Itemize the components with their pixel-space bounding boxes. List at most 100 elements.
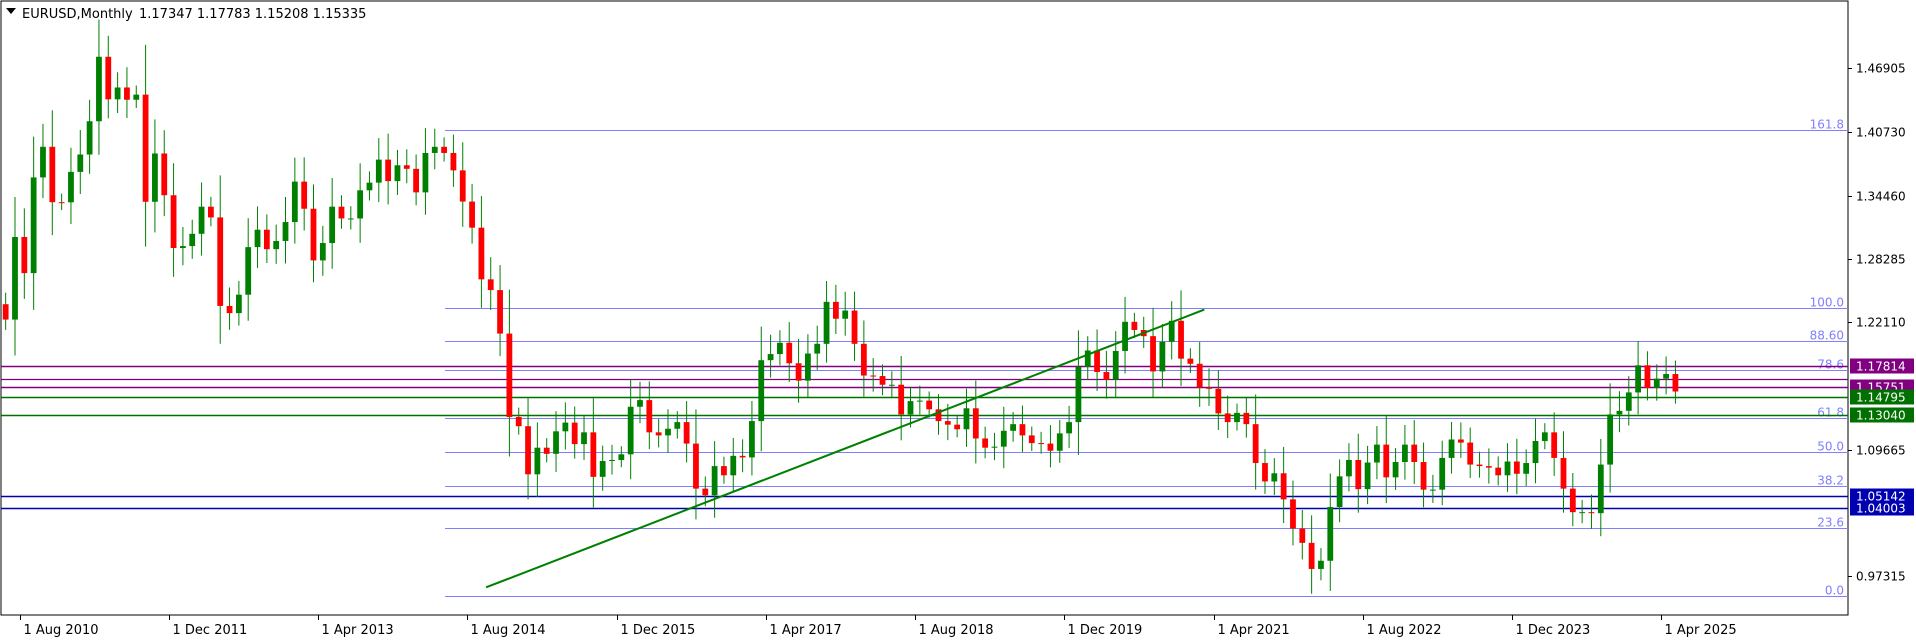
candle-body	[68, 171, 74, 203]
candle-body	[301, 181, 308, 209]
candle-body	[739, 455, 746, 458]
horizontal-levels: 1.178141.157511.147951.130401.051421.040…	[1, 358, 1914, 516]
candle-body	[1541, 432, 1548, 442]
candle-body	[1597, 464, 1604, 514]
candle-body	[1103, 371, 1110, 380]
candle-body	[1271, 473, 1278, 482]
price-tick-label: 1.09665	[1856, 444, 1906, 458]
candle-body	[329, 206, 336, 244]
candle-body	[1523, 463, 1530, 474]
candle-body	[832, 301, 839, 319]
candle-body	[1439, 457, 1446, 490]
time-tick-label: 1 Dec 2023	[1516, 623, 1591, 638]
fib-level-label: 38.2	[1817, 474, 1844, 488]
price-tick-label: 1.40730	[1856, 126, 1906, 140]
candle-body	[1560, 457, 1567, 489]
candle-body	[1262, 463, 1268, 482]
candle-body	[1551, 432, 1558, 458]
candle-body	[1308, 542, 1315, 569]
candle-body	[291, 181, 298, 223]
candle-body	[599, 460, 606, 477]
candle-body	[385, 159, 392, 182]
candle-body	[1532, 441, 1539, 464]
candle-body	[1290, 499, 1296, 529]
level-price-box	[1850, 407, 1914, 423]
fib-level-label: 161.8	[1810, 118, 1844, 132]
candle-body	[1625, 392, 1632, 411]
candle-body	[1178, 320, 1184, 359]
candle-body	[1122, 321, 1128, 351]
candle-body	[683, 422, 690, 444]
candle-body	[963, 408, 970, 430]
candle-body	[310, 208, 317, 261]
symbol-label[interactable]: EURUSD,Monthly	[22, 7, 133, 22]
candle-body	[180, 246, 186, 249]
candle-body	[431, 146, 438, 153]
candle-body	[1075, 366, 1082, 423]
candle-body	[879, 376, 886, 385]
candle-body	[637, 400, 643, 407]
candle-body	[1346, 459, 1352, 477]
candle-body	[170, 195, 177, 249]
candle-body	[161, 153, 168, 196]
candle-body	[1066, 422, 1072, 434]
candle-body	[1327, 507, 1334, 561]
candle-body	[888, 384, 895, 386]
candle-body	[860, 343, 867, 376]
candle-body	[1252, 424, 1259, 464]
candle-body	[1448, 439, 1455, 458]
candle-body	[1206, 387, 1212, 389]
candle-body	[478, 227, 485, 280]
candle-body	[1513, 461, 1520, 474]
candle-body	[1336, 476, 1343, 508]
level-price-label: 1.13040	[1856, 409, 1906, 423]
time-axis: 1 Aug 2010 1 Dec 2011 1 Apr 2013 1 Aug 2014…	[20, 615, 1737, 638]
time-tick-label: 1 Aug 2010	[24, 623, 99, 638]
candle-body	[1000, 430, 1007, 447]
candle-body	[1420, 462, 1427, 490]
candle-body	[450, 152, 457, 171]
candle-body	[245, 247, 252, 295]
candle-body	[1047, 443, 1054, 451]
candle-body	[1010, 424, 1017, 431]
fib-level-label: 100.0	[1810, 296, 1844, 310]
candle-body	[609, 459, 615, 461]
candle-body	[12, 236, 18, 320]
candle-body	[972, 408, 979, 439]
candle-body	[543, 447, 550, 454]
level-price-label: 1.05142	[1856, 490, 1906, 504]
candle-body	[1355, 459, 1362, 490]
symbol-dropdown-icon[interactable]	[6, 8, 16, 14]
time-tick-label: 1 Dec 2011	[173, 623, 248, 638]
ohlc-label: 1.17347 1.17783 1.15208 1.15335	[139, 7, 366, 22]
candle-body	[1374, 444, 1380, 463]
time-tick-label: 1 Apr 2021	[1218, 623, 1290, 638]
candle-body	[235, 294, 242, 314]
candle-body	[1457, 439, 1464, 443]
candle-body	[1187, 358, 1194, 364]
candle-body	[693, 443, 699, 489]
fib-level-label: 0.0	[1825, 584, 1844, 598]
candle-body	[1131, 321, 1138, 331]
candle-body	[767, 354, 774, 361]
candle-body	[217, 217, 224, 306]
candle-body	[1168, 320, 1175, 342]
candle-body	[142, 94, 149, 202]
candle-body	[795, 363, 802, 381]
candle-body	[655, 432, 662, 436]
candle-body	[133, 94, 140, 100]
candle-body	[487, 279, 494, 291]
candle-body	[1402, 444, 1408, 463]
candle-body	[2, 304, 9, 320]
candle-body	[851, 310, 858, 344]
candle-body	[1476, 464, 1483, 467]
candle-body	[1411, 444, 1418, 463]
candle-body	[1495, 467, 1502, 476]
chart-header: EURUSD,Monthly 1.17347 1.17783 1.15208 1…	[6, 7, 366, 22]
candle-body	[375, 159, 382, 183]
candle-body	[1084, 350, 1091, 367]
candle-body	[403, 165, 410, 169]
candle-body	[553, 431, 559, 454]
candle-body	[1234, 412, 1240, 423]
